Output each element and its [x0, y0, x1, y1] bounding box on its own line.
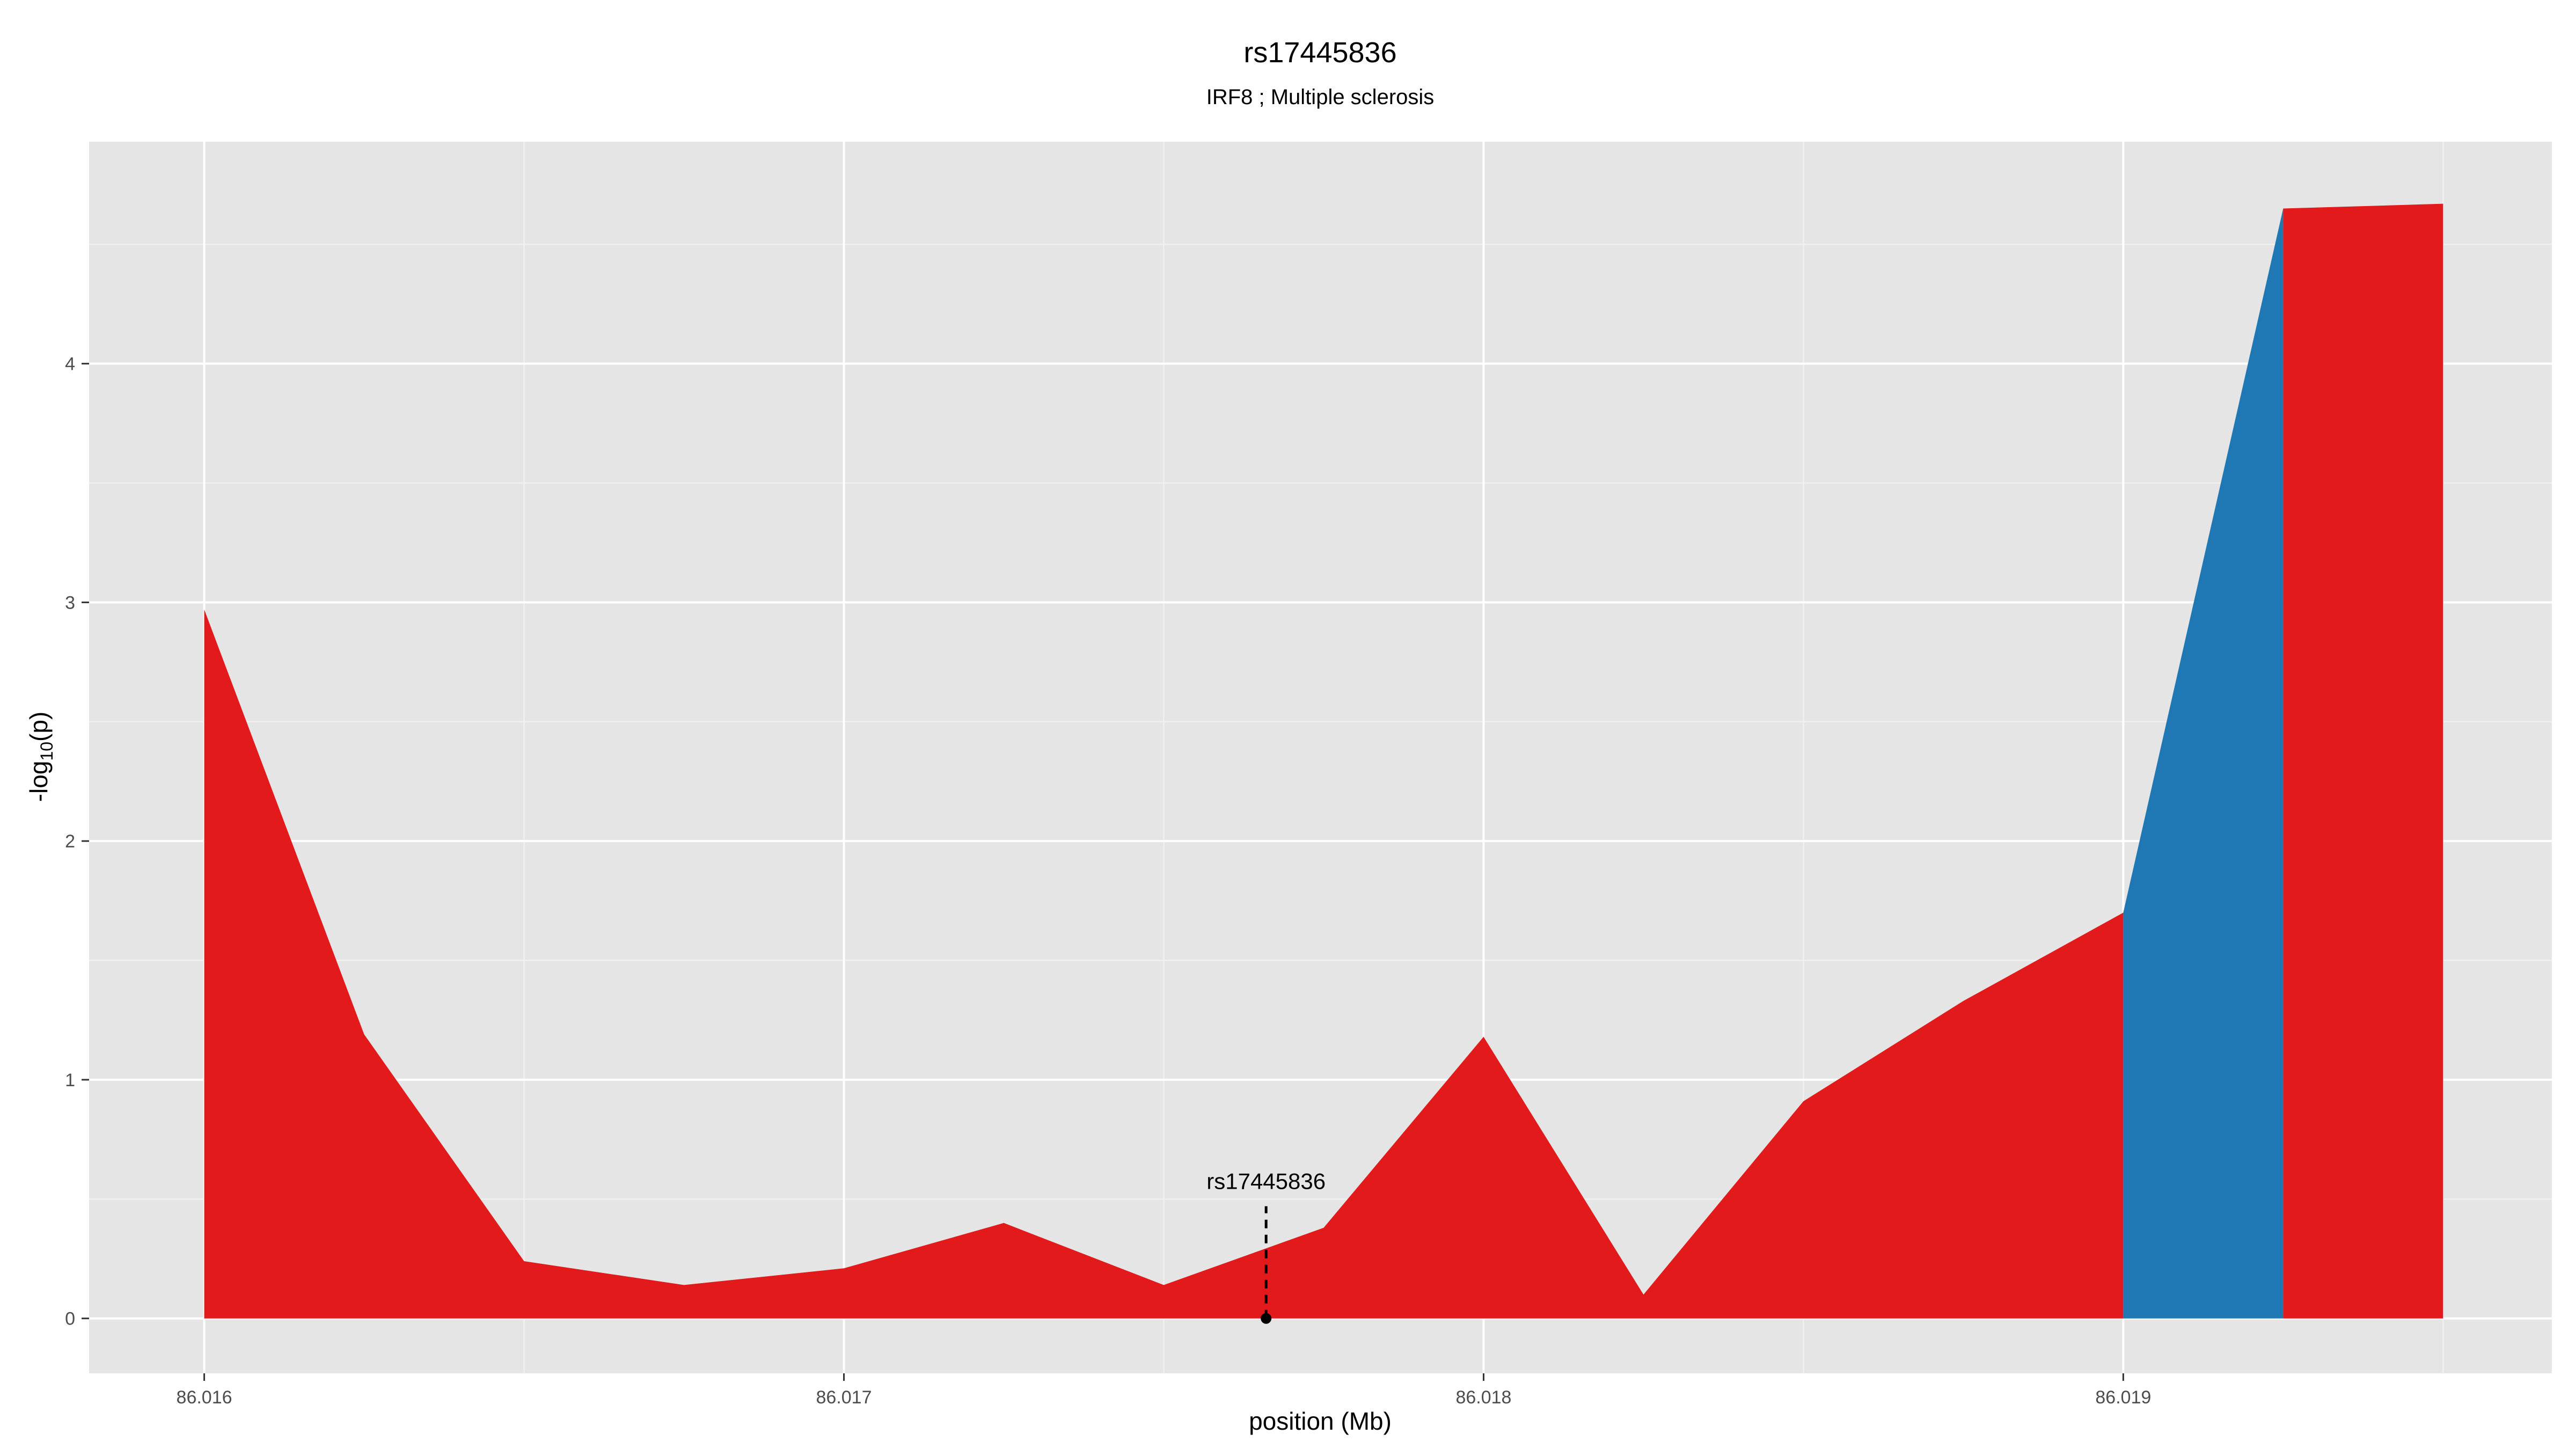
x-tick-label: 86.019: [2095, 1387, 2151, 1408]
y-axis-title-main: -log: [25, 761, 53, 802]
y-tick-label: 2: [65, 831, 75, 852]
chart-title: rs17445836: [1243, 36, 1396, 69]
y-tick-label: 3: [65, 592, 75, 613]
area-series: [204, 203, 2443, 1319]
x-axis-title: position (Mb): [1249, 1407, 1392, 1435]
annotation-label: rs17445836: [1206, 1169, 1326, 1194]
snp-annotation: rs17445836: [1206, 1169, 1326, 1324]
y-axis-title: -log10(p): [25, 712, 56, 802]
y-tick-label: 1: [65, 1070, 75, 1091]
annotation-point: [1261, 1313, 1272, 1324]
y-axis-title-tail: (p): [25, 712, 53, 742]
y-tick-label: 4: [65, 354, 75, 375]
area-series-1: [2123, 208, 2284, 1319]
y-tick-label: 0: [65, 1309, 75, 1329]
y-axis: 0 1 2 3 4: [65, 354, 89, 1329]
x-tick-label: 86.017: [816, 1387, 872, 1408]
x-tick-label: 86.018: [1455, 1387, 1511, 1408]
area-series-0: [204, 609, 2124, 1319]
chart-subtitle: IRF8 ; Multiple sclerosis: [1206, 85, 1435, 109]
x-axis: 86.016 86.017 86.018 86.019: [177, 1373, 2151, 1408]
x-tick-label: 86.016: [177, 1387, 232, 1408]
y-axis-title-subscript: 10: [37, 742, 56, 761]
area-series-2: [2283, 203, 2443, 1319]
